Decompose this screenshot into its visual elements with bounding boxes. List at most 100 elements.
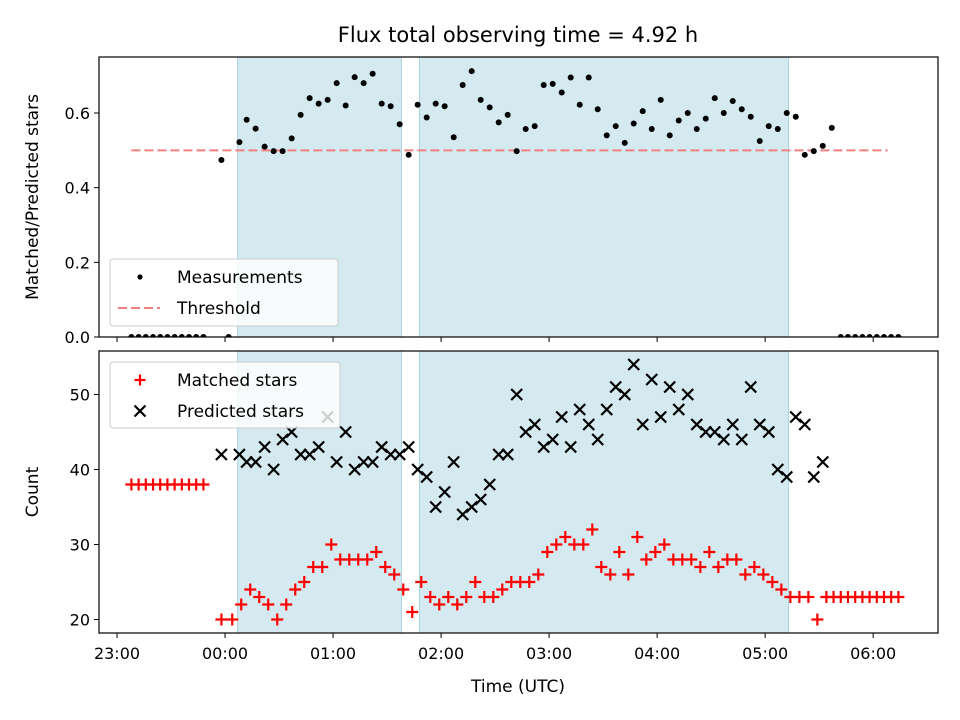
data-point (558, 89, 565, 96)
data-point (756, 138, 763, 144)
data-point (594, 106, 601, 113)
series-measurements (128, 68, 902, 337)
data-point (324, 96, 331, 103)
data-point (483, 478, 496, 491)
data-point (866, 334, 873, 337)
y-tick-label: 0.0 (65, 328, 90, 347)
observing-window-2 (418, 56, 790, 338)
data-point (370, 546, 383, 558)
data-point (289, 583, 302, 596)
y-tick-label: 0.6 (65, 104, 90, 123)
data-point (415, 576, 428, 588)
data-point (880, 334, 887, 337)
data-point (576, 101, 583, 108)
data-point (600, 403, 613, 416)
data-point (859, 334, 866, 337)
data-point (433, 598, 446, 611)
data-point (451, 598, 464, 611)
data-point (549, 80, 556, 87)
data-point (297, 111, 304, 118)
data-point (819, 142, 826, 149)
data-point (663, 380, 677, 394)
data-point (262, 598, 275, 611)
data-point (378, 100, 385, 107)
data-point (342, 102, 349, 109)
data-point (774, 126, 781, 133)
data-point (681, 388, 695, 401)
data-point (573, 403, 586, 416)
data-point (441, 103, 448, 110)
data-point (654, 410, 668, 424)
data-point (330, 455, 343, 469)
y-tick-label: 40 (70, 461, 90, 480)
data-point (249, 455, 262, 469)
data-point (366, 455, 379, 469)
data-point (333, 80, 340, 87)
data-point (501, 448, 514, 461)
data-point (468, 68, 475, 75)
data-point (253, 591, 266, 603)
data-point (405, 151, 412, 158)
data-point (361, 553, 374, 566)
data-point (432, 100, 439, 107)
data-point (873, 334, 880, 337)
legend-marker (137, 274, 143, 280)
data-point (424, 591, 437, 603)
data-point (429, 500, 442, 514)
data-point (186, 334, 193, 337)
data-point (270, 148, 277, 155)
data-point (487, 591, 500, 603)
data-point (258, 440, 271, 454)
data-point (811, 613, 824, 626)
data-point (193, 334, 200, 337)
data-point (447, 455, 460, 469)
data-point (757, 568, 770, 581)
data-point (225, 334, 232, 337)
data-point (612, 123, 619, 130)
data-point (792, 113, 799, 120)
data-point (495, 119, 502, 126)
data-point (780, 470, 794, 484)
data-point (564, 440, 577, 454)
data-point (895, 334, 902, 337)
data-point (312, 440, 325, 454)
data-point (586, 523, 599, 536)
data-point (384, 448, 397, 461)
data-point (450, 134, 457, 141)
count-panel: 20 30 40 50 23:00 00:00 01:00 02:00 03:00 04:00 05… (23, 350, 939, 663)
x-tick-label: 06:00 (850, 644, 896, 663)
data-point (236, 139, 243, 146)
data-point (164, 334, 171, 337)
data-point (559, 531, 572, 543)
y-tick-label: 20 (70, 611, 90, 630)
data-point (648, 126, 655, 133)
data-point (357, 455, 370, 469)
data-point (388, 568, 401, 581)
data-point (802, 591, 815, 603)
data-point (702, 115, 709, 122)
data-point (639, 108, 646, 115)
data-point (387, 103, 394, 110)
axes-frame (98, 56, 939, 338)
data-point (325, 538, 338, 551)
data-point (244, 583, 257, 596)
axes-frame (98, 350, 939, 634)
data-point (666, 132, 673, 139)
y-axis-label: Count (23, 466, 43, 517)
data-point (762, 425, 776, 439)
data-point (672, 403, 686, 416)
data-point (711, 95, 718, 102)
data-point (798, 418, 812, 431)
y-tick-label: 50 (70, 386, 90, 405)
data-point (240, 455, 253, 469)
data-point (546, 433, 559, 446)
data-point (306, 95, 313, 102)
data-point (477, 96, 484, 103)
data-point (528, 418, 541, 431)
data-point (200, 334, 207, 337)
data-point (627, 358, 641, 371)
data-point (852, 334, 859, 337)
data-point (810, 148, 817, 155)
data-point (816, 455, 830, 469)
data-point (657, 96, 664, 103)
